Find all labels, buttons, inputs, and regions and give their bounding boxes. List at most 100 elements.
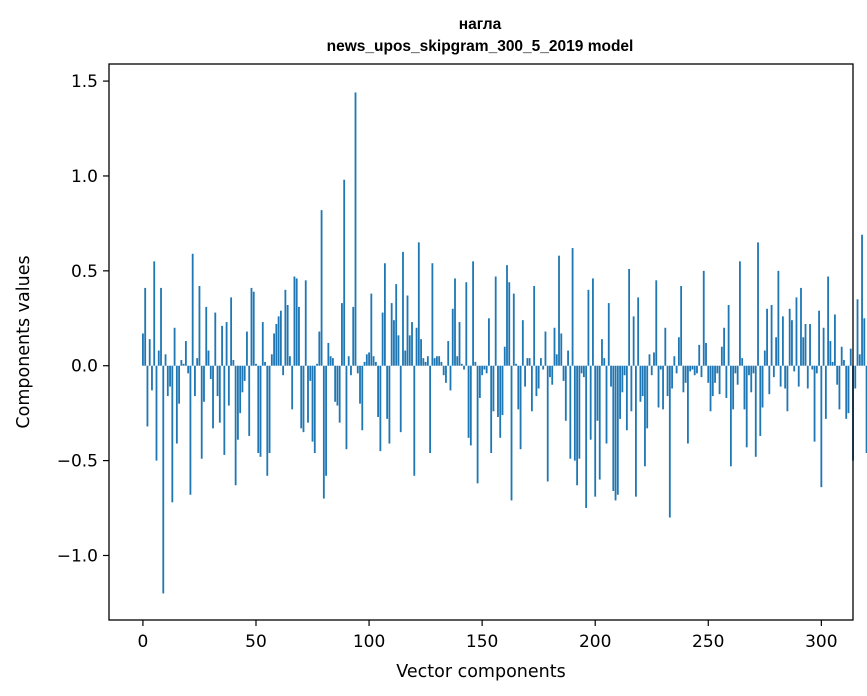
bar <box>270 354 273 366</box>
bar <box>438 356 441 366</box>
bar <box>736 365 739 385</box>
bar <box>320 210 323 366</box>
bar <box>341 303 343 366</box>
bar <box>528 358 531 366</box>
bar <box>664 327 667 366</box>
bar <box>440 361 443 366</box>
bar <box>399 365 402 433</box>
bar <box>540 358 542 366</box>
bar <box>720 346 723 366</box>
bar <box>381 312 384 366</box>
bar <box>370 293 373 366</box>
bar <box>277 316 280 366</box>
x-tick-label: 100 <box>353 632 385 652</box>
bar <box>377 365 380 417</box>
bar <box>659 365 662 370</box>
bar <box>189 365 192 495</box>
bar <box>603 358 606 366</box>
bar <box>478 365 481 398</box>
bar <box>716 365 719 374</box>
bar <box>343 179 346 366</box>
bars-layer <box>142 92 867 594</box>
bar <box>250 287 253 366</box>
bar <box>822 327 825 366</box>
bar <box>768 365 771 395</box>
bar <box>865 365 867 454</box>
bar <box>374 361 377 366</box>
chart-subtitle: news_upos_skipgram_300_5_2019 model <box>327 38 634 55</box>
bar <box>734 365 737 374</box>
y-tick-label: −1.0 <box>57 546 98 566</box>
x-tick-label: 150 <box>466 632 498 652</box>
bar <box>442 365 445 376</box>
bar <box>705 342 707 366</box>
bar <box>587 289 590 366</box>
bar <box>662 365 664 410</box>
bar <box>411 322 413 366</box>
bar <box>754 365 757 457</box>
bar <box>858 354 861 366</box>
bar <box>800 287 802 366</box>
bar <box>585 365 588 509</box>
plot-frame <box>108 63 854 621</box>
bar <box>334 365 337 402</box>
bar <box>546 365 549 482</box>
bar <box>781 316 784 366</box>
bar <box>818 310 820 366</box>
bar <box>497 365 499 417</box>
bar <box>200 365 203 459</box>
bar <box>725 365 728 398</box>
bar <box>379 365 382 452</box>
x-tick-label: 250 <box>692 632 724 652</box>
bar <box>144 287 147 366</box>
bar <box>417 242 420 366</box>
bar <box>142 333 144 366</box>
bar <box>356 365 359 374</box>
bar <box>711 365 714 397</box>
bar <box>843 360 845 366</box>
bar <box>460 363 463 366</box>
bar <box>463 365 465 370</box>
x-axis-label: Vector components <box>396 662 565 682</box>
bar <box>515 363 517 366</box>
bar <box>598 365 601 480</box>
bar <box>521 320 524 366</box>
bar <box>508 282 511 366</box>
bar <box>752 365 755 374</box>
bar <box>854 365 857 389</box>
bar <box>677 337 680 366</box>
bar <box>207 350 210 366</box>
bar <box>295 278 298 366</box>
bar <box>458 322 461 366</box>
bar <box>336 365 339 406</box>
bar <box>569 365 572 459</box>
bar <box>709 365 712 412</box>
bar <box>359 365 361 404</box>
bar <box>361 365 364 431</box>
bar <box>175 365 178 444</box>
bar <box>777 270 780 366</box>
bar <box>537 365 540 389</box>
bar <box>714 365 716 383</box>
bar <box>675 365 678 374</box>
bar <box>397 335 400 366</box>
bar <box>184 341 187 366</box>
bar <box>558 255 560 366</box>
bar <box>503 346 506 366</box>
bar <box>191 253 194 366</box>
bar <box>214 312 217 366</box>
bar <box>232 360 235 366</box>
bar <box>304 280 307 366</box>
bar <box>160 287 162 366</box>
bar <box>763 350 766 366</box>
bar <box>469 365 472 446</box>
y-tick-label: −0.5 <box>57 452 98 472</box>
bar <box>241 365 244 393</box>
bar <box>309 365 312 381</box>
bar <box>239 365 242 414</box>
bar <box>313 365 316 454</box>
bar <box>252 291 255 366</box>
bar <box>445 365 447 383</box>
bar <box>542 365 545 370</box>
bar <box>194 365 196 397</box>
